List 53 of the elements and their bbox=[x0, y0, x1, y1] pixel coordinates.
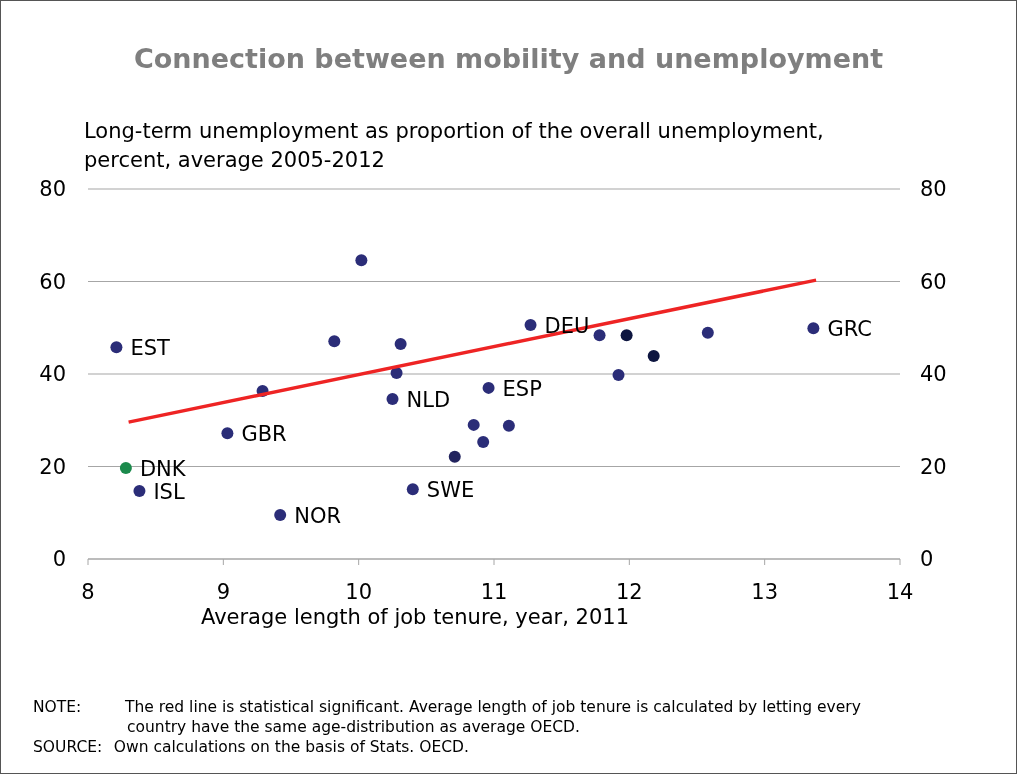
point bbox=[221, 427, 234, 440]
point bbox=[701, 326, 714, 339]
point bbox=[647, 349, 660, 362]
annotation: ISL bbox=[153, 480, 185, 505]
annotation: EST bbox=[130, 336, 171, 361]
x-tick-label: 10 bbox=[345, 580, 373, 604]
point bbox=[620, 329, 633, 342]
point bbox=[119, 461, 132, 474]
point bbox=[448, 450, 461, 463]
x-tick-label: 11 bbox=[480, 580, 508, 604]
x-axis-title: Average length of job tenure, year, 2011 bbox=[201, 605, 629, 629]
point bbox=[467, 418, 480, 431]
text: NOTE: The red line is statistical significant. Average length of job tenure is calculated by letting every country have the same age-distribution as average OECD. bbox=[33, 698, 861, 736]
x-tick-label: 9 bbox=[216, 580, 231, 604]
point bbox=[274, 509, 287, 522]
y2-tick-label: 60 bbox=[920, 269, 947, 294]
chart-title: Connection between mobility and unemployment bbox=[133, 43, 884, 74]
point bbox=[524, 318, 537, 331]
x-tick-label: 12 bbox=[615, 580, 643, 604]
y-tick-label: 20 bbox=[39, 454, 66, 479]
y2-tick-label: 40 bbox=[920, 362, 947, 386]
point bbox=[807, 322, 820, 335]
x-tick-label: 13 bbox=[751, 580, 779, 604]
y2-tick-label: 20 bbox=[920, 454, 947, 479]
y-axis-title: Long-term unemployment as proportion of the overall unemployment, percent, average 2005-2012 bbox=[84, 119, 824, 172]
annotation: NLD bbox=[406, 387, 451, 412]
point bbox=[355, 254, 368, 267]
y2-tick-label: 0 bbox=[920, 547, 934, 571]
x-tick-label: 8 bbox=[81, 580, 95, 604]
point bbox=[110, 341, 123, 354]
point bbox=[394, 337, 407, 350]
annotation: DNK bbox=[139, 456, 187, 481]
x-tick-label: 14 bbox=[886, 580, 914, 604]
annotation: GRC bbox=[827, 317, 872, 342]
y-tick-label: 80 bbox=[39, 177, 66, 201]
annotation: SWE bbox=[426, 478, 475, 503]
source-note: SOURCE: Own calculations on the basis of Stats. OECD. bbox=[33, 738, 469, 756]
point bbox=[133, 485, 146, 498]
y-tick-label: 0 bbox=[52, 547, 66, 571]
y-tick-label: 60 bbox=[39, 269, 66, 294]
point bbox=[502, 419, 515, 432]
point bbox=[386, 392, 399, 405]
annotation: ESP bbox=[502, 376, 542, 401]
point bbox=[482, 381, 495, 394]
point bbox=[612, 368, 625, 381]
point bbox=[593, 329, 606, 342]
y-tick-label: 40 bbox=[39, 362, 66, 386]
annotation: NOR bbox=[294, 504, 342, 529]
point bbox=[477, 435, 490, 448]
y2-tick-label: 80 bbox=[920, 177, 947, 201]
annotation: GBR bbox=[241, 422, 287, 447]
point bbox=[406, 483, 419, 496]
point bbox=[328, 335, 341, 348]
